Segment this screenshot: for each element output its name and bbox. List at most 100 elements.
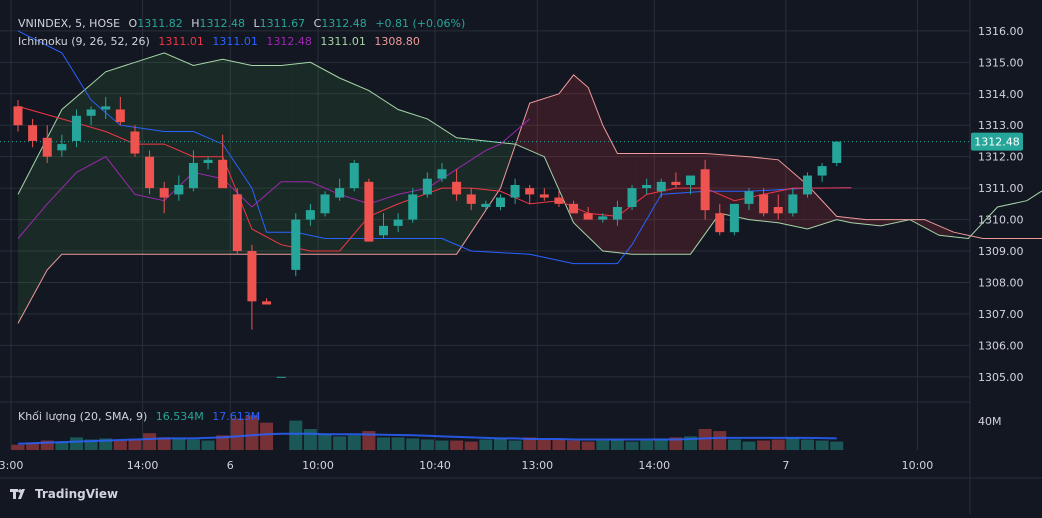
volume-bar xyxy=(391,437,405,450)
candle-body xyxy=(554,197,564,204)
kumo-cloud-segment xyxy=(770,159,779,223)
tradingview-logo[interactable]: TradingView xyxy=(10,487,118,501)
kumo-cloud-segment xyxy=(18,180,26,324)
candle-body xyxy=(379,225,388,236)
x-tick-label: 13:00 xyxy=(521,459,553,472)
kumo-cloud-segment xyxy=(610,139,618,253)
volume-bar xyxy=(143,433,157,450)
y-tick-label: 1306.00 xyxy=(978,339,1024,352)
kumo-cloud-segment xyxy=(405,111,413,255)
volume-bar xyxy=(303,429,317,450)
kumo-cloud-segment xyxy=(471,139,479,233)
kumo-cloud-segment xyxy=(595,106,603,252)
candle-body xyxy=(28,125,38,141)
kumo-cloud-segment xyxy=(668,153,676,255)
kumo-cloud-segment xyxy=(244,63,252,255)
y-tick-label: 1313.00 xyxy=(978,119,1024,132)
candle-body xyxy=(13,106,23,126)
volume-bar xyxy=(333,436,347,450)
kumo-cloud-segment xyxy=(639,153,647,255)
ichimoku-chikou-value: 1312.48 xyxy=(266,35,312,48)
volume-bar xyxy=(771,439,785,450)
ichimoku-legend[interactable]: Ichimoku (9, 26, 52, 26) 1311.01 1311.01… xyxy=(18,35,425,48)
close-label: C xyxy=(313,17,322,30)
kumo-cloud-segment xyxy=(522,103,530,151)
kumo-cloud-segment xyxy=(537,98,545,157)
kumo-cloud-segment xyxy=(259,65,267,255)
kumo-cloud-segment xyxy=(946,229,954,237)
candle-body xyxy=(305,210,315,220)
kumo-cloud-segment xyxy=(47,123,55,270)
kumo-cloud-segment xyxy=(76,90,84,255)
open-label: O xyxy=(128,17,138,30)
kumo-cloud-segment xyxy=(646,153,654,255)
kumo-cloud-segment xyxy=(149,55,157,255)
kumo-cloud-segment xyxy=(54,109,62,263)
kumo-cloud-segment xyxy=(478,140,486,222)
volume-bar xyxy=(216,435,230,450)
y-tick-label: 1312.00 xyxy=(978,151,1024,164)
candle-body xyxy=(715,213,725,233)
candle-body xyxy=(525,188,535,195)
kumo-cloud-segment xyxy=(200,62,209,255)
volume-bar xyxy=(742,441,756,450)
ichimoku-tenkan-value: 1311.01 xyxy=(158,35,204,48)
kumo-cloud-segment xyxy=(588,87,596,244)
volume-bar xyxy=(640,440,654,450)
kumo-cloud-segment xyxy=(719,154,728,215)
candle-body xyxy=(130,131,140,154)
kumo-cloud-segment xyxy=(573,74,581,230)
y-tick-label: 1311.00 xyxy=(978,182,1024,195)
y-tick-label: 1308.00 xyxy=(978,276,1024,289)
kumo-cloud-segment xyxy=(281,64,289,255)
volume-bar xyxy=(113,440,127,450)
senkou-span-a-line xyxy=(17,52,1042,255)
volume-sma-line xyxy=(17,432,837,445)
candle-body xyxy=(817,166,827,176)
x-tick-label: 10:00 xyxy=(902,459,934,472)
kumo-cloud-segment xyxy=(858,218,866,225)
candle-body xyxy=(101,106,111,110)
ohlc-open: O1311.82 xyxy=(129,17,183,30)
volume-bar xyxy=(186,439,200,450)
y-tick-label: 1307.00 xyxy=(978,308,1024,321)
tradingview-icon xyxy=(10,489,25,499)
brand-name: TradingView xyxy=(35,487,119,501)
kumo-cloud-segment xyxy=(134,59,143,255)
volume-bar xyxy=(800,439,814,450)
volume-bar xyxy=(55,441,69,450)
candle-body xyxy=(145,156,155,189)
kumo-cloud-segment xyxy=(617,153,625,254)
kumo-cloud-segment xyxy=(273,65,282,255)
kumo-cloud-segment xyxy=(602,125,611,252)
volume-bar xyxy=(479,439,493,450)
kumo-cloud-segment xyxy=(295,63,304,255)
candle-body xyxy=(700,169,710,211)
candle-body xyxy=(510,184,520,198)
candle-body xyxy=(671,181,681,185)
candle-body xyxy=(437,169,447,179)
kumo-cloud-segment xyxy=(164,52,172,255)
close-value: 1312.48 xyxy=(321,17,367,30)
candle-body xyxy=(495,197,505,207)
ohlc-high: H1312.48 xyxy=(191,17,245,30)
volume-label: Khối lượng (20, SMA, 9) xyxy=(18,410,148,423)
volume-bar xyxy=(128,439,142,450)
kumo-cloud-segment xyxy=(186,62,194,255)
volume-legend[interactable]: Khối lượng (20, SMA, 9) 16.534M 17.613M xyxy=(18,410,265,423)
kumo-cloud-segment xyxy=(317,66,326,255)
candle-body xyxy=(335,188,345,198)
kumo-cloud-segment xyxy=(412,114,421,255)
kumo-cloud-segment xyxy=(683,153,691,255)
volume-bar xyxy=(669,437,683,450)
candle-body xyxy=(247,251,257,302)
candle-body xyxy=(320,194,330,214)
kumo-cloud-segment xyxy=(142,57,150,255)
kumo-cloud-segment xyxy=(675,153,684,255)
kumo-cloud-segment xyxy=(712,154,720,224)
kumo-cloud-segment xyxy=(120,64,128,255)
candle-body xyxy=(773,207,783,214)
kumo-cloud-segment xyxy=(441,128,450,255)
